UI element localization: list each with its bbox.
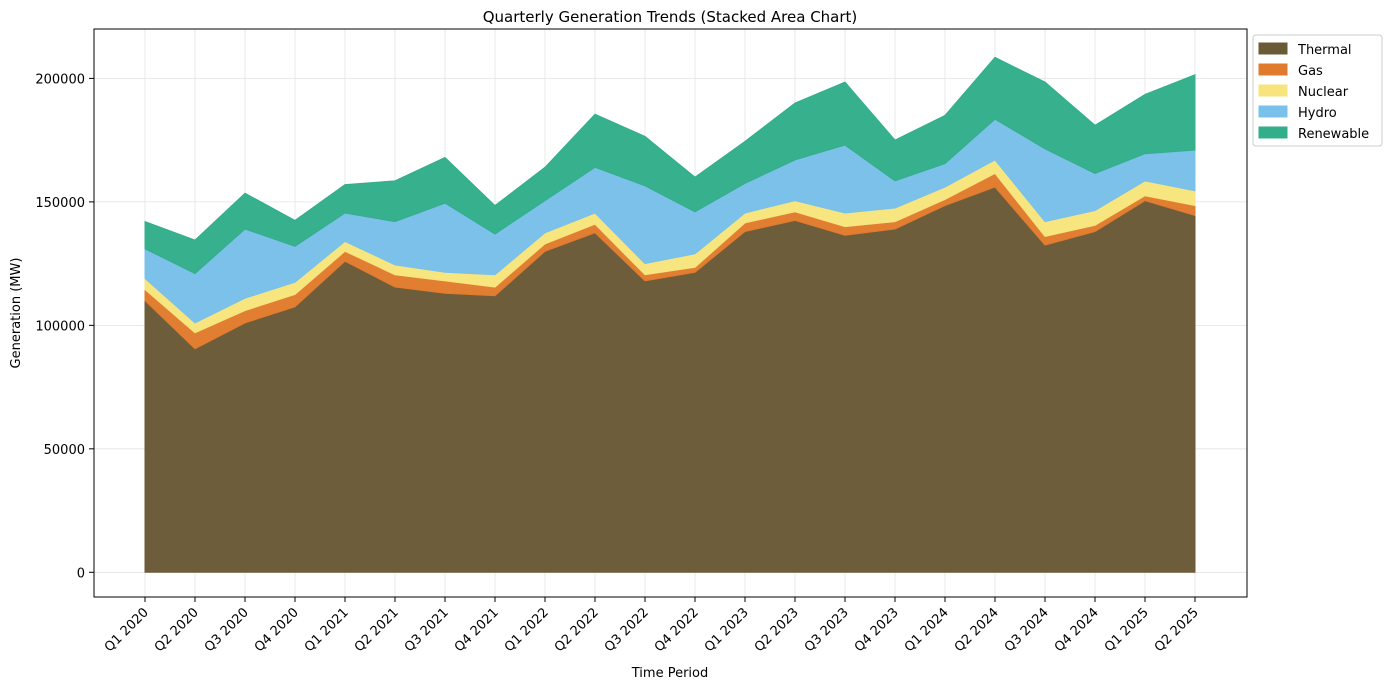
area-renewable xyxy=(144,56,1196,275)
x-tick-label: Q3 2023 xyxy=(802,605,852,655)
x-tick-label: Q2 2020 xyxy=(152,605,202,655)
y-axis-title: Generation (MW) xyxy=(9,258,24,369)
legend-label-thermal: Thermal xyxy=(1297,43,1352,58)
legend-label-renewable: Renewable xyxy=(1298,127,1369,142)
legend-label-gas: Gas xyxy=(1298,64,1323,79)
x-tick-label: Q2 2021 xyxy=(352,605,402,655)
y-tick-label: 100000 xyxy=(35,319,85,334)
x-tick-label: Q1 2024 xyxy=(902,605,952,655)
x-tick-label: Q2 2022 xyxy=(552,605,602,655)
legend-swatch-hydro xyxy=(1258,105,1288,118)
legend-swatch-nuclear xyxy=(1258,84,1288,97)
y-tick-label: 150000 xyxy=(35,196,85,211)
legend-swatch-gas xyxy=(1258,63,1288,76)
x-tick-label: Q4 2024 xyxy=(1052,605,1102,655)
y-tick-label: 50000 xyxy=(44,443,85,458)
legend-box xyxy=(1252,34,1383,147)
plot-frame xyxy=(93,28,1248,598)
x-tick-label: Q4 2021 xyxy=(452,605,502,655)
x-tick-label: Q1 2023 xyxy=(702,605,752,655)
x-axis-title: Time Period xyxy=(631,666,708,681)
x-tick-label: Q4 2023 xyxy=(852,605,902,655)
x-tick-label: Q2 2024 xyxy=(952,605,1002,655)
x-tick-label: Q1 2020 xyxy=(102,605,152,655)
x-tick-label: Q3 2022 xyxy=(602,605,652,655)
x-tick-label: Q3 2020 xyxy=(202,605,252,655)
legend-label-nuclear: Nuclear xyxy=(1298,85,1349,100)
x-tick-label: Q3 2021 xyxy=(402,605,452,655)
legend-label-hydro: Hydro xyxy=(1298,106,1337,121)
area-series xyxy=(144,56,1196,573)
x-tick-label: Q4 2020 xyxy=(252,605,302,655)
legend: Thermal Gas Nuclear Hydro Renewable xyxy=(1252,34,1383,147)
x-tick-label: Q2 2025 xyxy=(1152,605,1202,655)
legend-swatch-thermal xyxy=(1258,42,1288,55)
y-axis-ticks: 0 50000 100000 150000 200000 xyxy=(35,72,94,581)
x-tick-label: Q2 2023 xyxy=(752,605,802,655)
legend-swatch-renewable xyxy=(1258,126,1288,139)
x-tick-label: Q1 2025 xyxy=(1102,605,1152,655)
x-axis-ticks: Q1 2020 Q2 2020 Q3 2020 Q4 2020 Q1 2021 Q2 20… xyxy=(102,597,1202,655)
x-tick-label: Q1 2022 xyxy=(502,605,552,655)
y-tick-label: 0 xyxy=(77,566,85,581)
x-tick-label: Q3 2024 xyxy=(1002,605,1052,655)
x-tick-label: Q4 2022 xyxy=(652,605,702,655)
x-tick-label: Q1 2021 xyxy=(302,605,352,655)
y-tick-label: 200000 xyxy=(35,72,85,87)
chart-title: Quarterly Generation Trends (Stacked Are… xyxy=(483,8,858,26)
